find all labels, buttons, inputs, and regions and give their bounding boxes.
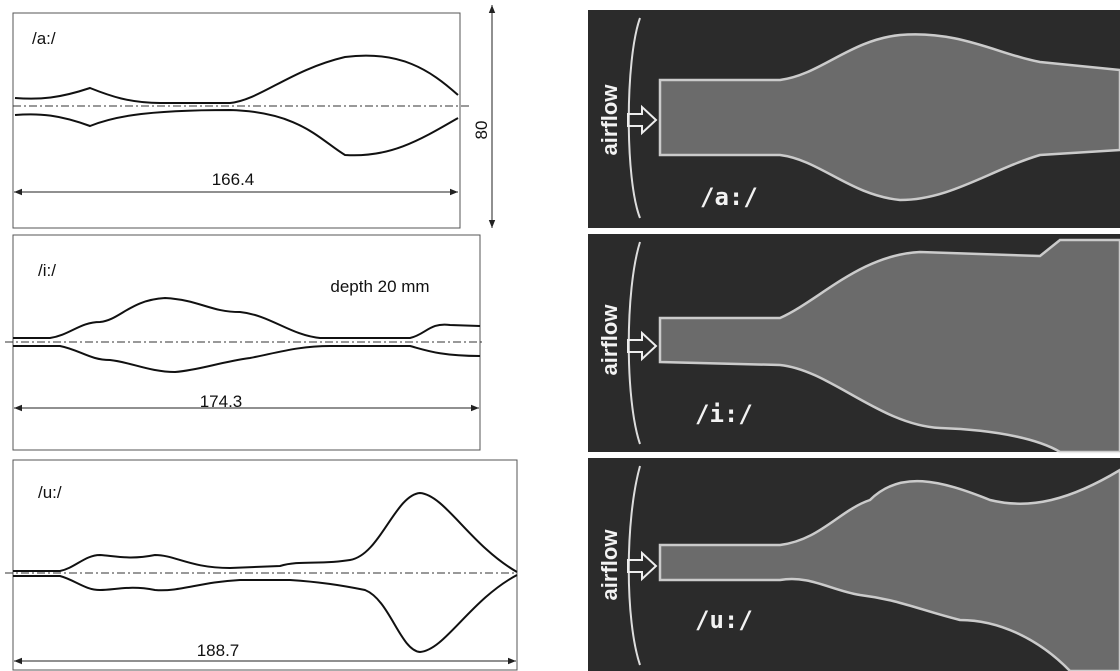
vowel-label: /i:/ — [695, 400, 753, 428]
airflow-label: airflow — [597, 84, 622, 156]
length-label: 188.7 — [197, 641, 240, 660]
panel-label: /u:/ — [38, 483, 62, 502]
length-label: 174.3 — [200, 392, 243, 411]
frame — [13, 460, 517, 670]
figure: /a:/ 166.4 80 /i:/ depth 20 mm 174.3 /u:… — [0, 0, 1120, 671]
panel-u: /u:/ 188.7 — [5, 460, 517, 670]
photo-i: airflow /i:/ — [588, 234, 1120, 452]
height-label: 80 — [472, 121, 491, 140]
airflow-label: airflow — [597, 529, 622, 601]
vowel-label: /u:/ — [695, 606, 753, 634]
note: depth 20 mm — [330, 277, 429, 296]
panel-label: /i:/ — [38, 261, 56, 280]
panel-a: /a:/ 166.4 80 — [13, 5, 492, 228]
photo-u: airflow /u:/ — [588, 458, 1120, 671]
length-label: 166.4 — [212, 170, 255, 189]
frame — [13, 13, 460, 228]
panel-i: /i:/ depth 20 mm 174.3 — [5, 235, 485, 450]
vowel-label: /a:/ — [700, 183, 758, 211]
panel-label: /a:/ — [32, 29, 56, 48]
photo-a: airflow /a:/ — [588, 10, 1120, 228]
airflow-label: airflow — [597, 304, 622, 376]
